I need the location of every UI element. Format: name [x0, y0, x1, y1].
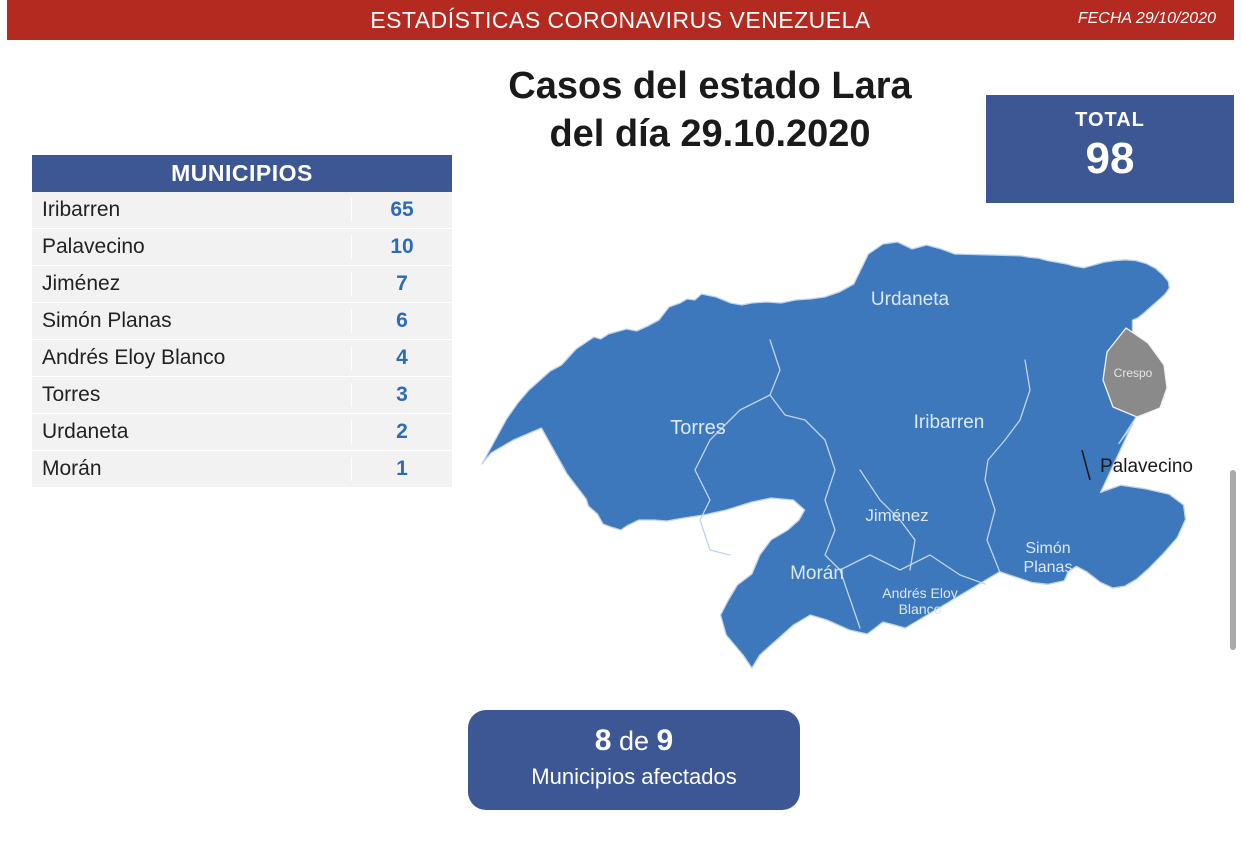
svg-text:Crespo: Crespo — [1114, 366, 1153, 380]
svg-text:Torres: Torres — [670, 417, 726, 439]
svg-text:Morán: Morán — [790, 563, 844, 584]
svg-text:Jiménez: Jiménez — [865, 506, 928, 525]
svg-text:Palavecino: Palavecino — [1100, 456, 1193, 477]
svg-text:Andrés Eloy: Andrés Eloy — [882, 585, 957, 601]
svg-text:Simón: Simón — [1025, 540, 1070, 557]
svg-text:Blanco: Blanco — [899, 601, 942, 617]
svg-text:Iribarren: Iribarren — [914, 412, 985, 433]
svg-text:Urdaneta: Urdaneta — [871, 289, 950, 310]
svg-text:Planas: Planas — [1024, 559, 1073, 576]
